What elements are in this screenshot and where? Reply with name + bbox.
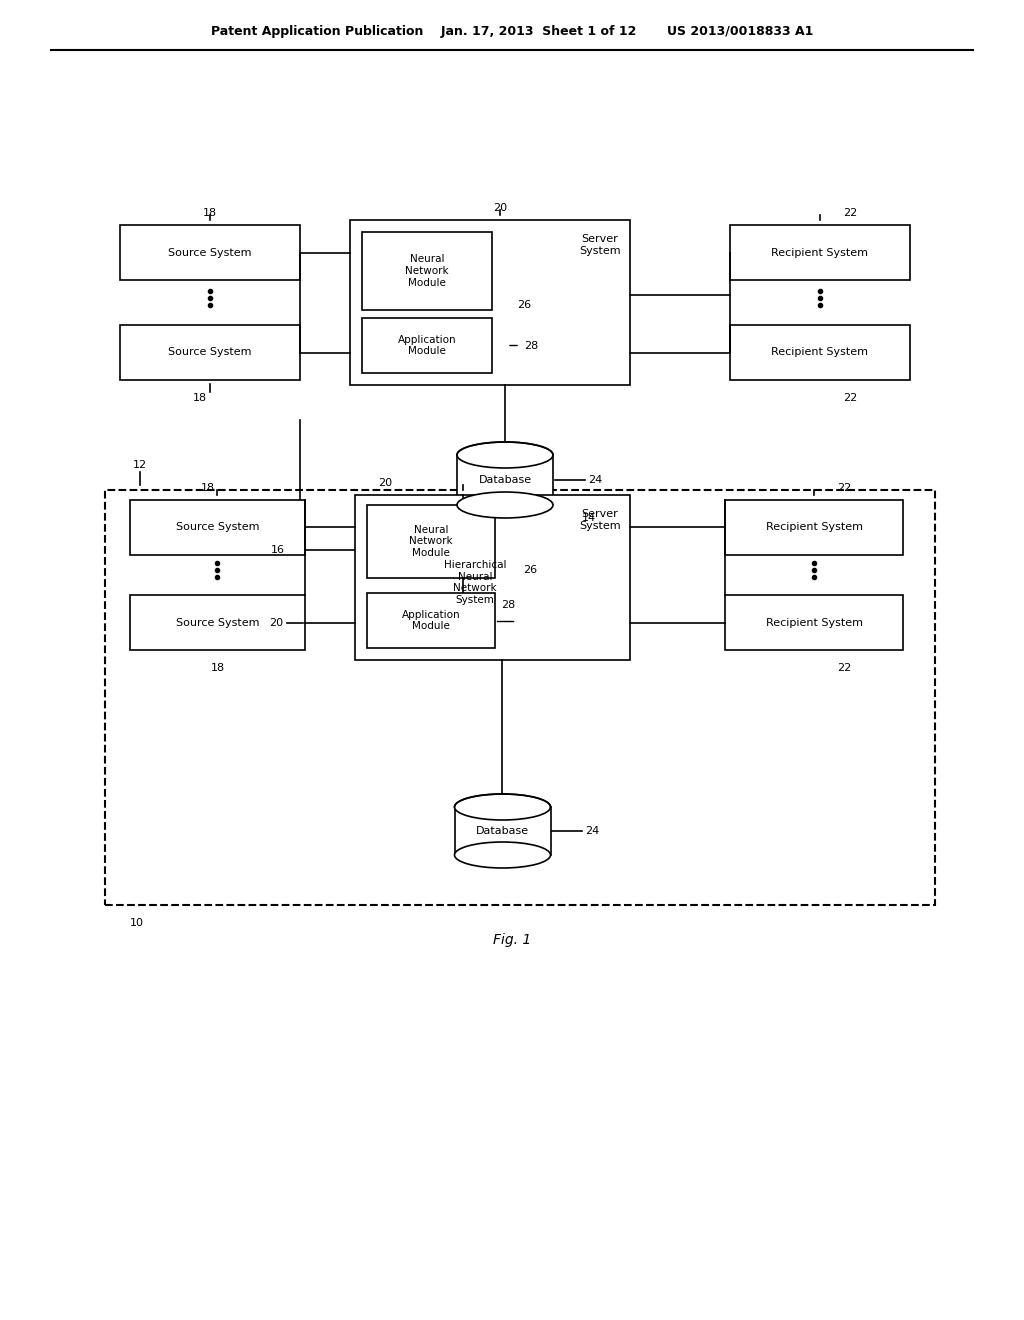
- Text: 10: 10: [130, 917, 144, 928]
- Text: Neural
Network
Module: Neural Network Module: [406, 255, 449, 288]
- Text: 28: 28: [524, 341, 539, 351]
- Text: 22: 22: [837, 483, 851, 492]
- Bar: [367, 593, 495, 648]
- Text: 22: 22: [843, 393, 857, 403]
- Text: 18: 18: [211, 663, 224, 673]
- Text: 22: 22: [837, 663, 851, 673]
- Text: 20: 20: [378, 478, 392, 488]
- Text: Database: Database: [478, 475, 531, 484]
- Bar: [362, 232, 492, 310]
- Text: 24: 24: [588, 475, 602, 484]
- Ellipse shape: [455, 795, 551, 820]
- Text: Server
System: Server System: [580, 510, 621, 531]
- Text: Source System: Source System: [176, 618, 259, 627]
- Bar: [362, 318, 492, 374]
- Bar: [367, 506, 495, 578]
- Text: Recipient System: Recipient System: [766, 618, 862, 627]
- Text: 20: 20: [269, 618, 283, 627]
- Bar: [355, 495, 630, 660]
- Text: Source System: Source System: [168, 248, 252, 257]
- Text: Application
Module: Application Module: [401, 610, 461, 631]
- Text: 28: 28: [501, 601, 515, 610]
- Text: 22: 22: [843, 209, 857, 218]
- Text: Recipient System: Recipient System: [771, 347, 868, 358]
- Text: Database: Database: [476, 826, 529, 836]
- Text: 24: 24: [586, 826, 600, 836]
- Text: Server
System: Server System: [580, 234, 621, 256]
- Bar: [730, 325, 910, 380]
- Bar: [380, 531, 570, 635]
- Bar: [105, 490, 935, 906]
- Text: 12: 12: [133, 459, 147, 470]
- Text: 18: 18: [193, 393, 207, 403]
- Text: 14: 14: [582, 513, 596, 523]
- Ellipse shape: [457, 442, 553, 469]
- Text: 16: 16: [271, 545, 285, 554]
- Bar: [120, 224, 300, 280]
- Text: 26: 26: [517, 300, 531, 310]
- Text: 18: 18: [203, 209, 217, 218]
- Text: Source System: Source System: [176, 523, 259, 532]
- Text: Neural
Network
Module: Neural Network Module: [410, 525, 453, 558]
- Bar: [725, 500, 903, 554]
- Text: 26: 26: [523, 565, 537, 576]
- Ellipse shape: [455, 842, 551, 869]
- Bar: [130, 500, 305, 554]
- Text: Recipient System: Recipient System: [771, 248, 868, 257]
- Text: 20: 20: [493, 203, 507, 213]
- Text: Recipient System: Recipient System: [766, 523, 862, 532]
- Ellipse shape: [457, 492, 553, 517]
- Text: Source System: Source System: [168, 347, 252, 358]
- Bar: [455, 807, 551, 855]
- Text: 18: 18: [201, 483, 215, 492]
- Text: Patent Application Publication    Jan. 17, 2013  Sheet 1 of 12       US 2013/001: Patent Application Publication Jan. 17, …: [211, 25, 813, 38]
- Text: Fig. 1: Fig. 1: [493, 933, 531, 946]
- Text: Hierarchical
Neural
Network
System: Hierarchical Neural Network System: [443, 560, 506, 605]
- Bar: [120, 325, 300, 380]
- Bar: [725, 595, 903, 649]
- Bar: [457, 455, 553, 506]
- Text: Application
Module: Application Module: [397, 335, 457, 356]
- Bar: [730, 224, 910, 280]
- Bar: [350, 220, 630, 385]
- Bar: [130, 595, 305, 649]
